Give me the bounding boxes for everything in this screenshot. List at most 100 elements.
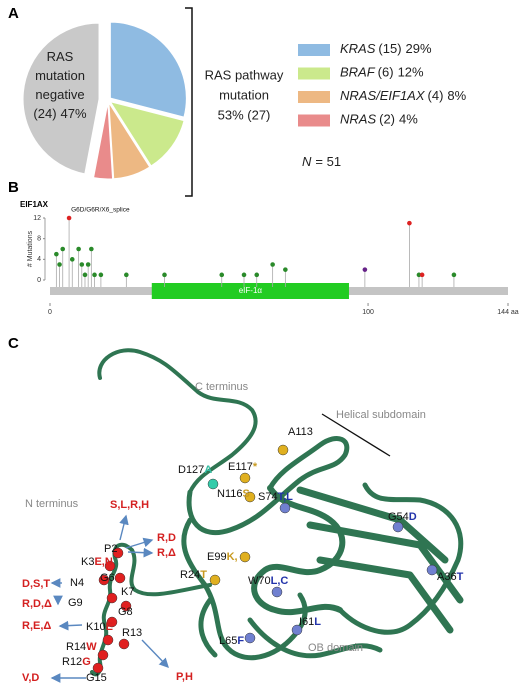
arrow xyxy=(58,620,83,631)
residue-label: P2 xyxy=(104,543,117,555)
residue-label: E99K, xyxy=(207,551,238,563)
arrow xyxy=(127,547,154,558)
slice-label-line: RAS xyxy=(47,49,74,64)
region-label: C terminus xyxy=(195,381,249,393)
substitution: T,L xyxy=(278,491,294,503)
residue-sphere xyxy=(279,502,291,514)
lollipop-head xyxy=(124,272,129,278)
substitution: T xyxy=(200,569,207,581)
legend-value: 8% xyxy=(447,88,466,103)
substitution: E,N xyxy=(94,556,112,568)
legend-name: NRAS/EIF1AX xyxy=(340,88,426,103)
substitution: T xyxy=(457,571,464,583)
legend-name: KRAS xyxy=(340,41,376,56)
lollipop-head xyxy=(362,267,368,272)
residue: S74 xyxy=(258,491,278,503)
pie-slice xyxy=(109,21,187,118)
residue-sphere xyxy=(106,592,118,604)
substitution: G xyxy=(82,656,91,668)
residue-label: A113 xyxy=(288,426,313,438)
lollipop-head xyxy=(85,262,91,267)
residue: G15 xyxy=(86,672,107,684)
residue: R14 xyxy=(66,641,86,653)
substitution: W xyxy=(86,641,97,653)
n-terminal-substitution: R,D xyxy=(157,532,176,544)
protein-structure xyxy=(90,348,464,677)
legend-count: (15) xyxy=(378,41,401,56)
residue-sphere xyxy=(426,564,438,576)
residue-sphere xyxy=(244,491,256,503)
residue: K3 xyxy=(81,556,94,568)
lollipop-head xyxy=(89,246,94,252)
domain xyxy=(151,283,349,299)
residue-label: G9 xyxy=(68,597,83,609)
residue: G8 xyxy=(118,606,133,618)
n-terminal-substitution: P,H xyxy=(176,671,193,683)
residue-sphere xyxy=(120,600,132,612)
lollipop-head xyxy=(270,262,275,267)
x-tick-label: 144 aa xyxy=(497,309,519,316)
residue-sphere xyxy=(239,551,251,563)
lollipop-head xyxy=(98,272,104,278)
lollipop-head xyxy=(76,246,81,252)
residue-label: R12G xyxy=(62,656,91,668)
legend-swatch xyxy=(298,67,330,80)
slice-value: (24) 47% xyxy=(33,106,87,121)
substitution: E xyxy=(106,621,113,633)
substitution: L xyxy=(314,616,321,628)
residue-sphere xyxy=(98,574,110,586)
legend-name: NRAS xyxy=(340,112,376,127)
residue: R13 xyxy=(122,627,142,639)
substitution: A xyxy=(204,464,212,476)
substitution: D xyxy=(409,511,417,523)
residue-label: L65F xyxy=(219,635,244,647)
lollipop-head xyxy=(254,272,260,278)
residue-sphere xyxy=(106,616,118,628)
bracket-label: RAS pathway xyxy=(205,67,284,82)
legend-value: 4% xyxy=(399,112,418,127)
x-tick-label: 100 xyxy=(362,309,374,316)
pie-slice xyxy=(92,102,114,180)
residue-label: D127A xyxy=(178,464,212,476)
arrow xyxy=(141,639,169,669)
n-label: N = 51 xyxy=(302,154,341,169)
pie-slice xyxy=(109,100,185,167)
residue-label: I61L xyxy=(299,616,321,628)
residue-sphere xyxy=(392,521,404,533)
residue-label: G54D xyxy=(388,511,417,523)
lollipop-head xyxy=(92,272,97,278)
panel-label: A xyxy=(8,5,19,22)
residue: W70 xyxy=(248,575,271,587)
residue: E117 xyxy=(228,461,253,473)
n-terminal-substitution: D,S,T xyxy=(22,578,50,590)
lollipop-head xyxy=(241,272,247,278)
residue-label: A36T xyxy=(437,571,464,583)
residue-label: N4 xyxy=(70,577,84,589)
lollipop-head xyxy=(82,272,88,278)
panel-label: B xyxy=(8,179,19,196)
y-tick-label: 12 xyxy=(33,215,41,222)
pie-slice xyxy=(108,102,151,180)
arrow xyxy=(125,537,154,549)
slice-label-line: mutation xyxy=(35,68,85,83)
residue: K7 xyxy=(121,586,134,598)
lollipop-head xyxy=(162,272,167,278)
legend-count: (2) xyxy=(379,112,395,127)
lollipop-head xyxy=(407,220,412,226)
substitution: S xyxy=(242,488,249,500)
residue: G9 xyxy=(68,597,83,609)
value-label: 47% xyxy=(61,106,87,121)
residue: P2 xyxy=(104,543,117,555)
residue-label: G6 xyxy=(100,572,115,584)
lollipop-head xyxy=(219,272,225,278)
legend-entry: KRAS (15) 29% xyxy=(340,41,432,56)
lollipop-head xyxy=(451,272,457,278)
legend-entry: BRAF (6) 12% xyxy=(340,65,424,80)
residue-sphere xyxy=(271,586,283,598)
lollipop-head xyxy=(419,272,425,278)
residue-label: S74T,L xyxy=(258,491,293,503)
residue-label: E117* xyxy=(228,461,258,473)
residue: L65 xyxy=(219,635,237,647)
residue-label: R24T xyxy=(180,569,207,581)
